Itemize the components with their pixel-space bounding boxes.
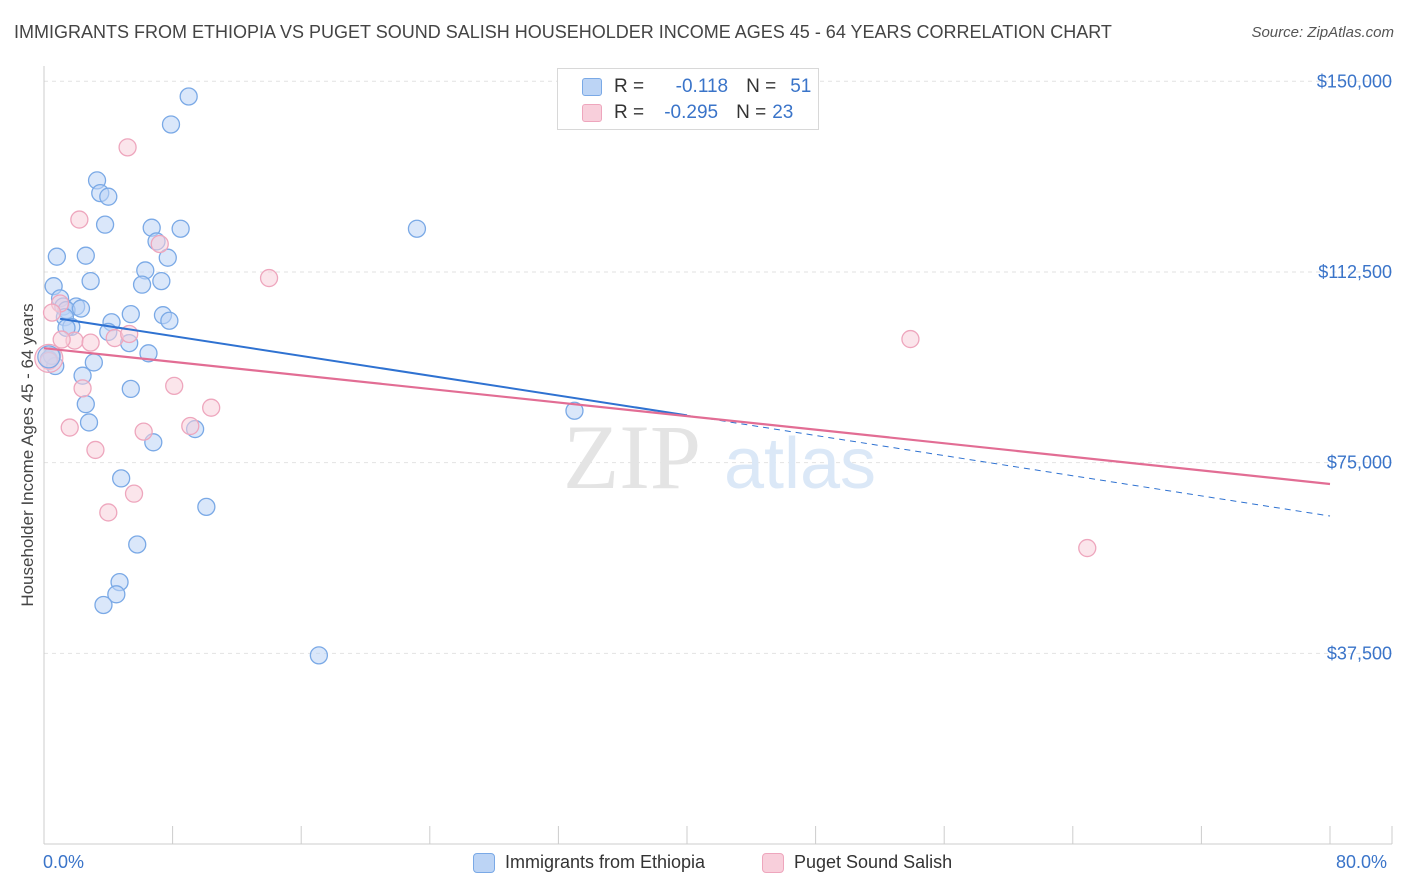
legend-swatch-salish: [582, 104, 602, 122]
point-salish: [99, 503, 118, 522]
series-legend-label-ethiopia: Immigrants from Ethiopia: [505, 852, 706, 872]
watermark-zip: ZIP: [563, 406, 701, 508]
point-ethiopia: [197, 497, 216, 517]
point-ethiopia: [161, 115, 181, 134]
y-tick-label: $37,500: [1327, 643, 1392, 663]
point-ethiopia: [94, 595, 113, 615]
legend-r-value: -0.295: [664, 102, 719, 123]
axes: [43, 66, 1393, 845]
source-credit: Source: ZipAtlas.com: [1251, 24, 1394, 41]
series-legend-label-salish: Puget Sound Salish: [794, 852, 953, 872]
watermark-atlas: atlas: [724, 424, 876, 504]
point-ethiopia: [128, 535, 147, 554]
point-ethiopia: [112, 469, 131, 488]
point-ethiopia: [121, 304, 140, 324]
point-ethiopia: [107, 585, 126, 604]
series-legend: Immigrants from Ethiopia Puget Sound Sal…: [0, 852, 1406, 876]
point-ethiopia: [171, 219, 190, 238]
point-salish: [70, 210, 89, 229]
point-salish: [124, 484, 144, 503]
trend-lines: [43, 317, 1331, 517]
legend-swatch-ethiopia: [582, 78, 602, 96]
legend-r-label: R =: [614, 102, 645, 123]
point-ethiopia: [99, 187, 118, 206]
y-tick-label: $150,000: [1317, 71, 1392, 91]
series-legend-salish[interactable]: Puget Sound Salish: [762, 852, 952, 873]
point-ethiopia: [79, 413, 99, 432]
legend-n-value: 51: [790, 76, 812, 97]
point-ethiopia: [81, 271, 100, 291]
point-salish: [1078, 538, 1097, 558]
watermark: ZIP atlas: [563, 406, 876, 508]
point-salish: [202, 398, 221, 417]
point-salish: [901, 329, 920, 349]
point-salish: [259, 268, 279, 288]
point-ethiopia: [160, 311, 179, 330]
point-salish: [60, 418, 79, 437]
point-ethiopia: [95, 215, 115, 234]
point-ethiopia: [565, 401, 584, 420]
point-ethiopia: [132, 275, 152, 294]
point-ethiopia: [158, 248, 177, 267]
stats-legend: R = -0.118 N = 51 R = -0.295 N = 23: [557, 68, 819, 130]
x-tick-max: 80.0%: [1336, 852, 1388, 872]
series-legend-swatch-salish: [762, 852, 784, 873]
point-ethiopia: [139, 344, 158, 363]
point-ethiopia: [407, 219, 427, 238]
point-salish: [39, 351, 58, 371]
data-points: [34, 87, 1097, 665]
point-ethiopia: [121, 379, 140, 399]
point-ethiopia: [179, 87, 198, 106]
point-ethiopia: [47, 247, 67, 266]
legend-row-ethiopia: R = -0.118 N = 51: [582, 75, 811, 99]
point-salish: [181, 416, 200, 436]
point-salish: [73, 379, 92, 398]
point-ethiopia: [309, 646, 329, 665]
point-salish: [52, 330, 71, 349]
trendline-ethiopia-extension: [686, 414, 1331, 517]
point-salish: [81, 333, 100, 352]
point-ethiopia: [71, 299, 91, 318]
y-tick-label: $75,000: [1327, 453, 1392, 473]
gridlines: [44, 80, 1392, 654]
trendline-ethiopia: [59, 317, 688, 417]
y-tick-labels: $150,000 $112,500 $75,000 $37,500: [1317, 71, 1392, 663]
point-salish: [42, 303, 62, 322]
legend-n-label: N =: [736, 102, 767, 123]
point-salish: [134, 422, 153, 441]
point-salish: [165, 376, 184, 395]
legend-n-label: N =: [746, 76, 777, 97]
point-ethiopia: [76, 246, 95, 265]
series-legend-ethiopia[interactable]: Immigrants from Ethiopia: [473, 852, 705, 873]
legend-n-value: 23: [772, 102, 794, 123]
y-tick-label: $112,500: [1318, 262, 1392, 282]
point-salish: [150, 234, 169, 254]
legend-row-salish: R = -0.295 N = 23: [582, 101, 793, 125]
legend-r-label: R =: [614, 76, 645, 97]
x-tick-min: 0.0%: [43, 852, 85, 872]
trendline-salish: [43, 347, 1331, 486]
point-ethiopia: [152, 271, 171, 291]
series-legend-swatch-ethiopia: [473, 852, 495, 873]
point-ethiopia-cluster: [37, 345, 61, 369]
point-salish: [118, 138, 137, 157]
legend-r-value: -0.118: [675, 76, 729, 97]
point-ethiopia: [76, 395, 95, 414]
chart-title: IMMIGRANTS FROM ETHIOPIA VS PUGET SOUND …: [14, 22, 1112, 42]
point-salish: [86, 440, 105, 460]
